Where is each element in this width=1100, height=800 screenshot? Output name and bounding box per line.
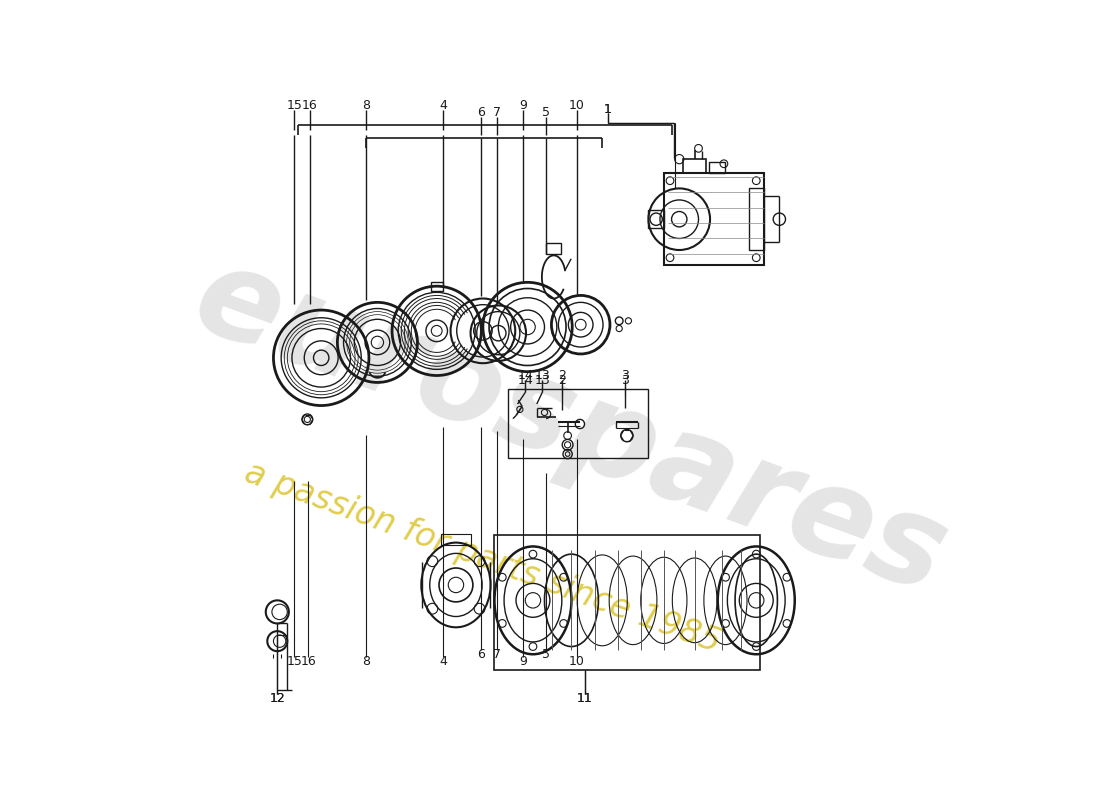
Text: 12: 12 <box>270 693 285 706</box>
Text: 2: 2 <box>559 374 566 387</box>
Text: 11: 11 <box>576 693 593 706</box>
Text: 1: 1 <box>604 102 612 115</box>
Text: 2: 2 <box>559 369 566 382</box>
Text: 10: 10 <box>569 655 585 669</box>
Text: 10: 10 <box>569 98 585 112</box>
Text: 16: 16 <box>301 98 318 112</box>
Text: 3: 3 <box>621 374 629 387</box>
Text: 8: 8 <box>362 98 370 112</box>
Text: 3: 3 <box>621 369 629 382</box>
Text: 1: 1 <box>604 102 612 115</box>
Text: 13: 13 <box>535 369 550 382</box>
Bar <box>683 159 706 173</box>
Text: 4: 4 <box>439 655 447 669</box>
Bar <box>664 173 763 266</box>
Text: 6: 6 <box>476 648 484 661</box>
Text: 5: 5 <box>542 106 550 119</box>
Text: 16: 16 <box>300 655 316 669</box>
Bar <box>546 243 561 254</box>
Text: 5: 5 <box>542 648 550 661</box>
Text: 13: 13 <box>535 374 550 387</box>
Text: 15: 15 <box>286 98 302 112</box>
Bar <box>495 535 760 670</box>
Bar <box>430 282 443 291</box>
Bar <box>440 534 472 545</box>
Text: 8: 8 <box>362 655 370 669</box>
Text: 6: 6 <box>476 106 484 119</box>
Text: 7: 7 <box>493 648 500 661</box>
Text: 9: 9 <box>519 655 527 669</box>
Text: 12: 12 <box>270 693 285 706</box>
Text: a passion for parts since 1985: a passion for parts since 1985 <box>241 456 725 660</box>
Text: 7: 7 <box>493 106 500 119</box>
Text: 4: 4 <box>439 98 447 112</box>
Bar <box>649 210 664 229</box>
Text: 14: 14 <box>517 369 534 382</box>
Text: 15: 15 <box>286 655 302 669</box>
Text: 14: 14 <box>517 374 534 387</box>
Text: 9: 9 <box>519 98 527 112</box>
Bar <box>749 188 763 250</box>
Bar <box>708 162 726 173</box>
Bar <box>508 389 649 458</box>
Text: eurospares: eurospares <box>178 235 962 619</box>
Text: 11: 11 <box>576 693 593 706</box>
